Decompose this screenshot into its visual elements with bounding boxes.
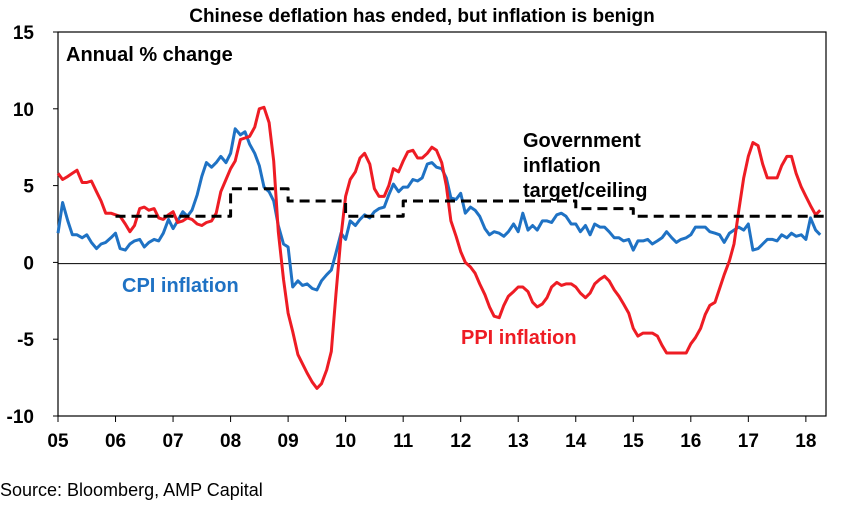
x-tick-label: 13: [508, 431, 529, 452]
source-note: Source: Bloomberg, AMP Capital: [0, 480, 263, 500]
y-axis-label: Annual % change: [66, 44, 233, 66]
cpi-series-label: CPI inflation: [122, 275, 239, 297]
ppi-series-label: PPI inflation: [461, 327, 577, 349]
x-tick-label: 15: [623, 431, 645, 452]
target-ceiling-line: [115, 187, 826, 218]
ppi-series-line: [56, 105, 822, 390]
target-label-line-2: inflation: [523, 155, 601, 177]
target-label-line-1: Government: [523, 130, 641, 152]
x-tick-label: 11: [393, 431, 414, 452]
x-tick-label: 07: [162, 431, 183, 452]
x-tick-label: 12: [450, 431, 471, 452]
y-tick-label: 5: [23, 177, 34, 198]
y-axis-ticks: 15 10 5 0 -5 -10: [7, 23, 58, 428]
x-tick-label: 14: [565, 431, 587, 452]
y-tick-label: 10: [13, 100, 34, 121]
cpi-series-line: [56, 127, 822, 292]
x-tick-label: 16: [680, 431, 701, 452]
x-axis-ticks: 05 06 07 08 09 10 11 12 13 14 15 16 17 18: [47, 416, 816, 452]
x-tick-label: 17: [738, 431, 759, 452]
x-tick-label: 18: [795, 431, 816, 452]
target-label-line-3: target/ceiling: [523, 180, 647, 202]
y-tick-label: -10: [7, 407, 34, 428]
y-tick-label: 15: [13, 23, 35, 44]
series-layer: [56, 105, 826, 390]
plot-frame: [57, 31, 827, 417]
y-tick-label: -5: [17, 330, 34, 351]
x-tick-label: 10: [335, 431, 356, 452]
x-tick-label: 06: [105, 431, 126, 452]
y-tick-label: 0: [23, 253, 34, 274]
x-tick-label: 08: [220, 431, 241, 452]
x-tick-label: 09: [278, 431, 299, 452]
chart-title: Chinese deflation has ended, but inflati…: [189, 6, 655, 27]
x-tick-label: 05: [47, 431, 69, 452]
